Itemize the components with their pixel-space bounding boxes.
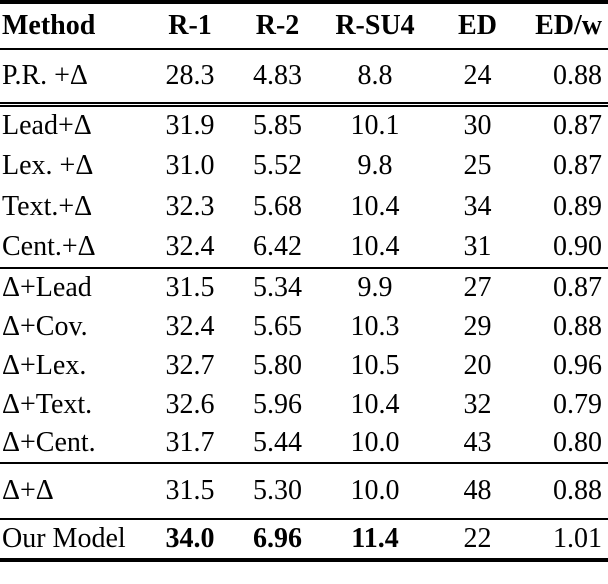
value-cell: 31	[463, 231, 492, 262]
table-section-1: Lead+Δ 31.9 5.85 10.1 30 0.87 Lex. +Δ 31.0 5.52 9…	[0, 104, 608, 268]
method-cell: Δ+Cov.	[2, 310, 88, 342]
value-cell: 25	[463, 149, 492, 181]
value-cell: 0.89	[553, 190, 602, 222]
value-cell: 5.68	[253, 190, 302, 222]
value-cell: 0.87	[553, 109, 602, 141]
table-row: Δ+Lex. 32.7 5.80 10.5 20 0.96	[0, 346, 608, 385]
value-cell: 10.4	[350, 190, 400, 222]
value-cell: 32.3	[165, 190, 215, 222]
method-cell: Text.+Δ	[2, 190, 93, 222]
value-cell: 32.6	[165, 388, 215, 420]
table-section-0: P.R. +Δ 28.3 4.83 8.8 24 0.88	[0, 49, 608, 104]
value-cell: 8.8	[357, 59, 393, 91]
value-cell: 0.88	[553, 310, 602, 342]
value-cell: 20	[463, 349, 492, 381]
value-cell: 27	[463, 272, 492, 303]
column-header-ed: ED	[458, 10, 497, 41]
method-cell: Δ+Cent.	[2, 427, 96, 458]
value-cell: 0.79	[553, 388, 602, 420]
value-cell: 24	[463, 59, 492, 91]
value-cell: 31.7	[165, 427, 215, 458]
value-cell: 10.4	[350, 231, 400, 262]
method-cell: Lex. +Δ	[2, 149, 94, 181]
table-section-2: Δ+Lead 31.5 5.34 9.9 27 0.87 Δ+Cov. 32.4 5.65 10.…	[0, 268, 608, 463]
method-cell: Our Model	[2, 523, 126, 554]
table-row: Δ+Text. 32.6 5.96 10.4 32 0.79	[0, 385, 608, 424]
value-cell: 9.8	[357, 149, 393, 181]
column-header-method: Method	[2, 10, 96, 41]
value-cell: 29	[463, 310, 492, 342]
value-cell: 0.90	[553, 231, 602, 262]
value-cell: 5.52	[253, 149, 302, 181]
value-cell: 5.44	[253, 427, 302, 458]
table-row: Text.+Δ 32.3 5.68 10.4 34 0.89	[0, 186, 608, 227]
value-cell: 10.1	[350, 109, 400, 141]
table-row: Δ+Cent. 31.7 5.44 10.0 43 0.80	[0, 424, 608, 463]
value-cell: 6.96	[253, 523, 302, 554]
value-cell: 6.42	[253, 231, 302, 262]
value-cell: 4.83	[253, 59, 302, 91]
value-cell: 0.80	[553, 427, 602, 458]
value-cell: 10.5	[350, 349, 400, 381]
value-cell: 9.9	[357, 272, 393, 303]
table-row: Lead+Δ 31.9 5.85 10.1 30 0.87	[0, 104, 608, 145]
table-section-3: Δ+Δ 31.5 5.30 10.0 48 0.88	[0, 463, 608, 519]
results-table: Method R-1 R-2 R-SU4 ED ED/w P.R. +Δ 28.3…	[0, 0, 608, 560]
value-cell: 5.80	[253, 349, 302, 381]
value-cell: 10.0	[350, 427, 400, 458]
value-cell: 10.3	[350, 310, 400, 342]
value-cell: 22	[463, 523, 492, 554]
value-cell: 0.96	[553, 349, 602, 381]
column-header-edw: ED/w	[535, 10, 602, 41]
value-cell: 34	[463, 190, 492, 222]
value-cell: 30	[463, 109, 492, 141]
table-row: Cent.+Δ 32.4 6.42 10.4 31 0.90	[0, 227, 608, 268]
table-row: Δ+Cov. 32.4 5.65 10.3 29 0.88	[0, 307, 608, 346]
value-cell: 48	[463, 475, 492, 506]
method-cell: Δ+Text.	[2, 388, 93, 420]
table-section-4: Our Model 34.0 6.96 11.4 22 1.01	[0, 519, 608, 560]
column-header-r2: R-2	[255, 10, 300, 41]
value-cell: 5.65	[253, 310, 302, 342]
table-row: Lex. +Δ 31.0 5.52 9.8 25 0.87	[0, 145, 608, 186]
value-cell: 31.5	[165, 475, 215, 506]
method-cell: Δ+Lex.	[2, 349, 87, 381]
method-cell: Δ+Lead	[2, 272, 92, 303]
value-cell: 0.88	[553, 475, 602, 506]
value-cell: 5.30	[253, 475, 302, 506]
value-cell: 0.88	[553, 59, 602, 91]
column-header-rsu4: R-SU4	[335, 10, 415, 41]
value-cell: 43	[463, 427, 492, 458]
table-row: Our Model 34.0 6.96 11.4 22 1.01	[0, 519, 608, 560]
value-cell: 28.3	[165, 59, 215, 91]
method-cell: Lead+Δ	[2, 109, 92, 141]
column-header-r1: R-1	[168, 10, 212, 41]
value-cell: 0.87	[553, 272, 602, 303]
value-cell: 31.9	[165, 109, 215, 141]
value-cell: 0.87	[553, 149, 602, 181]
table-row: Δ+Δ 31.5 5.30 10.0 48 0.88	[0, 463, 608, 519]
value-cell: 5.34	[253, 272, 302, 303]
value-cell: 32.4	[165, 310, 215, 342]
header-row: Method R-1 R-2 R-SU4 ED ED/w	[0, 2, 608, 49]
value-cell: 11.4	[351, 523, 399, 554]
value-cell: 32.4	[165, 231, 215, 262]
table-header: Method R-1 R-2 R-SU4 ED ED/w	[0, 2, 608, 49]
value-cell: 10.4	[350, 388, 400, 420]
method-cell: P.R. +Δ	[2, 59, 88, 91]
table-row: Δ+Lead 31.5 5.34 9.9 27 0.87	[0, 268, 608, 307]
value-cell: 31.0	[165, 149, 215, 181]
value-cell: 31.5	[165, 272, 215, 303]
value-cell: 34.0	[165, 523, 215, 554]
value-cell: 5.85	[253, 109, 302, 141]
method-cell: Cent.+Δ	[2, 231, 96, 262]
value-cell: 32.7	[165, 349, 215, 381]
table-row: P.R. +Δ 28.3 4.83 8.8 24 0.88	[0, 49, 608, 104]
method-cell: Δ+Δ	[2, 475, 54, 506]
value-cell: 5.96	[253, 388, 302, 420]
value-cell: 1.01	[553, 523, 602, 554]
value-cell: 32	[463, 388, 492, 420]
value-cell: 10.0	[350, 475, 400, 506]
